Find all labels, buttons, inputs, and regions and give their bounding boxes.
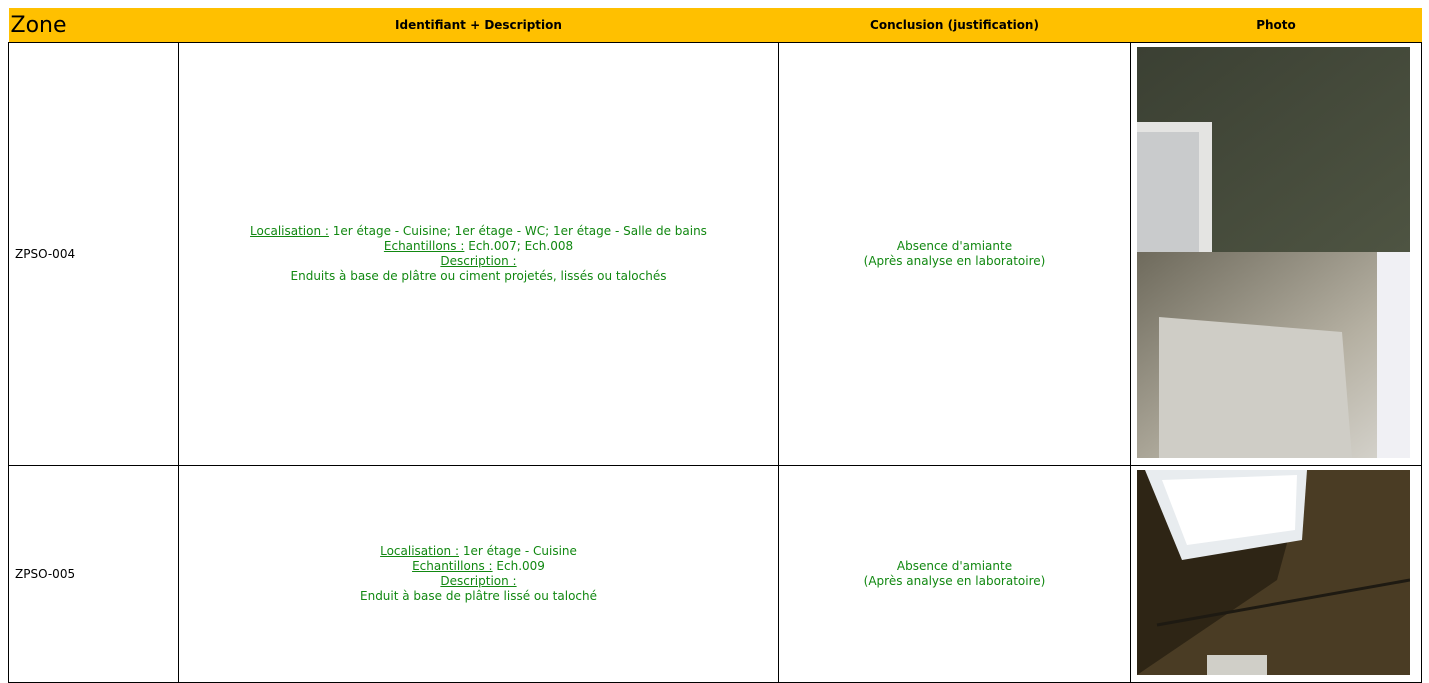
text: 1er étage - Cuisine; 1er étage - WC; 1er… bbox=[332, 224, 707, 238]
label: Localisation : bbox=[380, 544, 459, 558]
text: (Après analyse en laboratoire) bbox=[863, 254, 1046, 268]
header-cell: Zone bbox=[8, 8, 179, 43]
zone-cell: ZPSO-004 bbox=[8, 42, 179, 466]
text: 1er étage - Cuisine bbox=[462, 544, 577, 558]
text: Absence d'amiante bbox=[896, 559, 1013, 573]
photo-cell bbox=[1130, 42, 1422, 466]
photo bbox=[1137, 470, 1411, 675]
header-row: Zone Identifiant + Description Conclusio… bbox=[8, 8, 1422, 43]
row: ZPSO-005 Localisation : 1er étage - Cuis… bbox=[8, 465, 1422, 683]
text: Ech.007; Ech.008 bbox=[468, 239, 574, 253]
label: Echantillons : bbox=[383, 239, 465, 253]
zone-cell: ZPSO-005 bbox=[8, 465, 179, 683]
description-cell: Localisation : 1er étage - Cuisine Echan… bbox=[178, 465, 779, 683]
text: Enduits à base de plâtre ou ciment proje… bbox=[290, 269, 667, 283]
text: Ech.009 bbox=[496, 559, 545, 573]
conclusion-cell: Absence d'amiante (Après analyse en labo… bbox=[778, 42, 1131, 466]
label: Echantillons : bbox=[412, 559, 493, 573]
text: Enduit à base de plâtre lissé ou taloché bbox=[360, 589, 597, 603]
label: Description : bbox=[440, 574, 517, 588]
table: Zone Identifiant + Description Conclusio… bbox=[8, 8, 1422, 683]
header-cell: Photo bbox=[1130, 8, 1422, 43]
label: Localisation : bbox=[250, 224, 329, 238]
text: Absence d'amiante bbox=[896, 239, 1013, 253]
description-cell: Localisation : 1er étage - Cuisine; 1er … bbox=[178, 42, 779, 466]
photo-cell bbox=[1130, 465, 1422, 683]
header-cell: Conclusion (justification) bbox=[778, 8, 1131, 43]
conclusion-cell: Absence d'amiante (Après analyse en labo… bbox=[778, 465, 1131, 683]
photo bbox=[1137, 47, 1410, 458]
header-cell: Identifiant + Description bbox=[178, 8, 779, 43]
row: ZPSO-004 Localisation : 1er étage - Cuis… bbox=[8, 42, 1422, 466]
text: (Après analyse en laboratoire) bbox=[863, 574, 1046, 588]
label: Description : bbox=[440, 254, 517, 268]
